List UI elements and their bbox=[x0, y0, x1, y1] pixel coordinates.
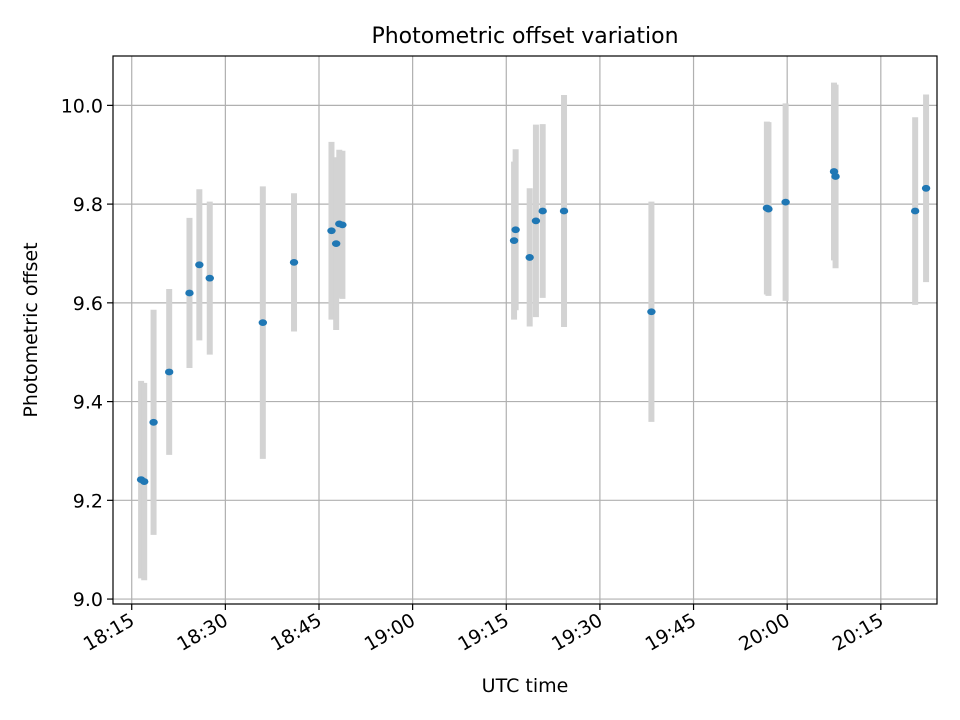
data-point bbox=[205, 274, 214, 282]
data-point bbox=[764, 205, 773, 213]
data-point bbox=[831, 173, 840, 180]
data-point bbox=[331, 240, 341, 248]
data-point bbox=[185, 289, 194, 297]
y-axis-ticks: 9.0 9.2 9.4 9.6 9.8 10.0 bbox=[61, 95, 113, 611]
y-tick-label: 9.0 bbox=[73, 589, 103, 611]
data-point bbox=[258, 319, 268, 326]
data-points bbox=[136, 168, 931, 485]
data-point bbox=[511, 226, 520, 234]
data-point bbox=[289, 258, 299, 266]
data-point bbox=[559, 207, 569, 215]
y-tick-label: 9.4 bbox=[73, 392, 103, 414]
data-point bbox=[921, 184, 931, 192]
data-point bbox=[327, 227, 336, 235]
data-point bbox=[531, 217, 541, 225]
data-point bbox=[538, 207, 547, 215]
plot-frame bbox=[112, 55, 938, 605]
data-point bbox=[149, 418, 158, 426]
data-point bbox=[647, 308, 656, 316]
grid-lines bbox=[113, 56, 937, 604]
data-point bbox=[525, 254, 534, 261]
y-tick-label: 10.0 bbox=[61, 95, 103, 117]
data-point bbox=[195, 261, 204, 269]
y-axis-label: Photometric offset bbox=[20, 242, 42, 417]
y-tick-label: 9.8 bbox=[73, 194, 103, 216]
data-point bbox=[910, 207, 920, 215]
data-point bbox=[509, 237, 519, 245]
x-axis-label: UTC time bbox=[482, 675, 569, 697]
data-point bbox=[781, 198, 790, 206]
data-point bbox=[164, 368, 174, 376]
data-point bbox=[338, 221, 347, 229]
y-tick-label: 9.2 bbox=[73, 490, 103, 512]
y-tick-label: 9.6 bbox=[73, 293, 103, 315]
data-point bbox=[140, 478, 149, 485]
chart-title: Photometric offset variation bbox=[371, 24, 678, 49]
